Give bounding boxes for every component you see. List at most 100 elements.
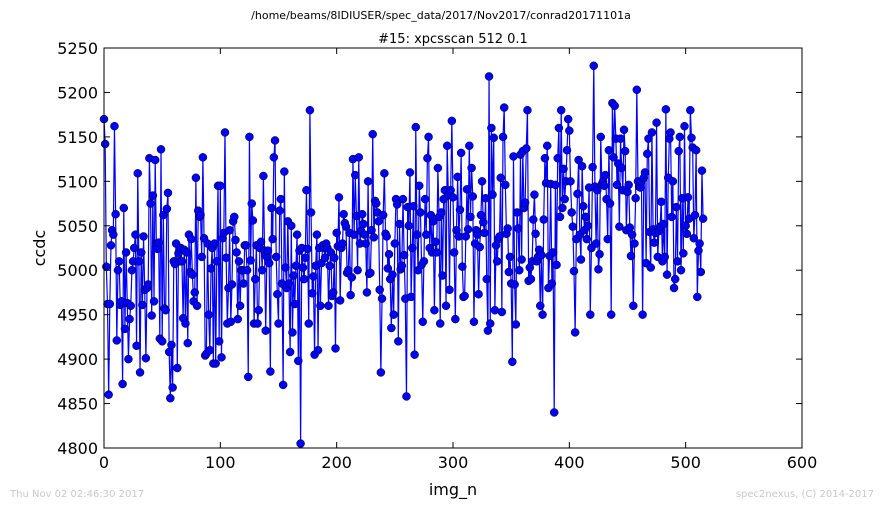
data-point [113, 265, 123, 275]
data-point [273, 289, 282, 299]
data-point [307, 289, 317, 298]
data-point [126, 301, 136, 311]
data-point [669, 283, 679, 293]
x-tick-labels: 0 100 200 300 400 500 600 [99, 453, 817, 472]
data-point [399, 250, 409, 260]
data-point [647, 128, 657, 137]
data-point [349, 230, 359, 239]
data-point [390, 239, 400, 248]
data-point [570, 328, 580, 337]
data-point [619, 125, 629, 135]
data-point [453, 172, 462, 182]
data-point [130, 243, 139, 253]
data-point [416, 208, 425, 217]
data-point [156, 145, 166, 154]
data-point [411, 122, 421, 132]
data-point [150, 155, 160, 165]
data-point [483, 326, 493, 335]
data-point [197, 252, 206, 262]
data-point [247, 199, 256, 208]
data-point [531, 229, 540, 239]
data-point [127, 265, 137, 275]
data-point [362, 288, 372, 297]
data-point [463, 225, 473, 234]
data-point [415, 181, 424, 191]
x-tick-label: 200 [321, 453, 352, 472]
data-point [177, 257, 187, 266]
data-point [320, 253, 330, 263]
data-point [670, 274, 680, 284]
data-point [294, 356, 303, 366]
data-point [368, 129, 377, 139]
y-tick-label: 4950 [57, 306, 98, 325]
data-point [359, 219, 368, 229]
data-point [473, 230, 482, 239]
data-point [503, 224, 512, 233]
data-point [360, 230, 369, 239]
data-point [481, 193, 490, 203]
data-point [230, 212, 239, 222]
data-point [659, 219, 668, 229]
data-point [234, 257, 244, 266]
data-point [666, 128, 675, 137]
data-point [479, 217, 488, 227]
data-point [510, 280, 519, 289]
data-point [405, 168, 415, 177]
data-point [421, 230, 431, 239]
data-point [626, 251, 636, 261]
data-point [623, 187, 632, 197]
data-point [161, 305, 170, 315]
plot-frame [103, 47, 803, 449]
footer-credit: spec2nexus, (C) 2014-2017 [736, 489, 874, 500]
data-point [328, 288, 338, 297]
data-point [132, 341, 141, 351]
data-point [675, 132, 685, 142]
data-point [304, 319, 313, 328]
data-point [398, 194, 408, 204]
data-point [498, 132, 508, 142]
data-point [517, 255, 526, 264]
data-point [455, 205, 465, 215]
data-point [114, 257, 124, 266]
y-tick-label: 5150 [57, 128, 98, 147]
data-point [173, 363, 182, 373]
data-point [487, 123, 496, 133]
data-point [605, 199, 615, 208]
y-tick-label: 5250 [57, 39, 98, 58]
data-point [124, 354, 133, 364]
data-point [316, 301, 325, 311]
data-point [244, 372, 253, 382]
data-point [555, 212, 565, 222]
data-point [383, 264, 393, 273]
data-point [287, 221, 296, 231]
data-point [686, 105, 695, 115]
data-point [652, 118, 661, 127]
data-point [274, 319, 283, 328]
y-tick-label: 5000 [57, 261, 98, 280]
data-point [387, 323, 396, 333]
data-point [694, 246, 703, 255]
data-point [477, 177, 487, 186]
data-point [432, 248, 441, 257]
data-point [492, 257, 502, 266]
data-point [431, 237, 440, 247]
data-point [559, 164, 568, 174]
data-point [111, 209, 120, 219]
data-point [377, 294, 387, 303]
data-point [433, 163, 443, 173]
data-point [668, 177, 678, 186]
data-point [617, 163, 626, 173]
data-point [394, 337, 403, 346]
y-tick-label: 5100 [57, 172, 98, 191]
data-point [679, 249, 688, 258]
data-point [526, 274, 536, 284]
data-point [449, 248, 459, 257]
data-point [643, 149, 652, 159]
data-point [302, 185, 311, 195]
data-point [121, 248, 131, 257]
data-point [451, 314, 460, 324]
data-point [187, 234, 196, 244]
data-point [198, 153, 208, 162]
data-point [235, 301, 245, 311]
data-point [214, 337, 224, 346]
